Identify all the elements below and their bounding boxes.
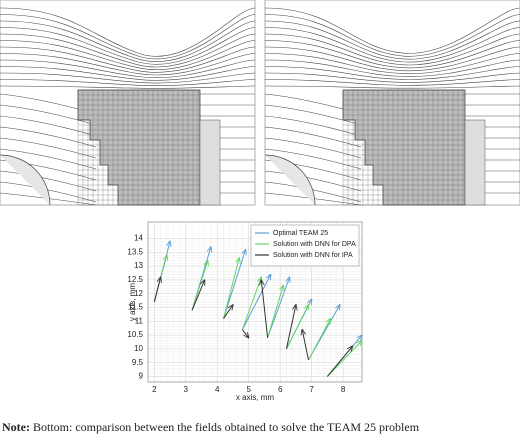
field-line [264, 66, 520, 80]
arrow [241, 274, 270, 330]
arrow [326, 346, 352, 377]
x-tick-label: 6 [278, 385, 283, 394]
field-line [0, 27, 256, 65]
y-tick-label: 12 [134, 289, 143, 298]
field-line [0, 53, 256, 76]
field-line [264, 59, 520, 77]
pole-side [464, 119, 486, 206]
arrow [241, 277, 261, 330]
note: Note: Bottom: comparison between the fie… [2, 420, 420, 434]
x-tick-label: 3 [184, 385, 189, 394]
y-tick-label: 11 [135, 316, 144, 325]
arrow [267, 285, 284, 339]
arrow [153, 277, 160, 303]
x-tick-label: 4 [215, 385, 220, 394]
y-tick-label: 11.5 [128, 303, 144, 312]
x-tick-label: 8 [341, 385, 346, 394]
field-line [0, 46, 256, 73]
field-line [264, 27, 520, 63]
x-tick-label: 5 [246, 385, 251, 394]
plot-frame [147, 221, 363, 383]
field-line [0, 104, 97, 126]
arrow [285, 305, 295, 350]
arrow [242, 329, 248, 338]
field-line [264, 79, 520, 86]
field-line [0, 170, 97, 192]
legend-label: Solution with DNN for IPA [273, 252, 353, 259]
field-line [264, 148, 362, 170]
pole-side [199, 119, 221, 206]
field-line [0, 14, 256, 60]
note-label: Note: [2, 420, 30, 434]
pole-arc [0, 154, 51, 206]
field-line [0, 115, 97, 137]
field-line [264, 104, 362, 126]
y-tick-label: 13 [134, 261, 143, 270]
y-tick-label: 14 [134, 234, 143, 243]
arrow [191, 261, 208, 311]
pole-arc [264, 154, 316, 206]
field-line [0, 40, 256, 70]
field-line [264, 170, 362, 192]
y-tick-label: 10 [134, 344, 143, 353]
arrow [302, 330, 309, 361]
field-line [0, 7, 256, 57]
field-line [264, 33, 520, 66]
y-tick-label: 10.5 [127, 330, 143, 339]
field-line [0, 85, 256, 89]
field-line [264, 72, 520, 83]
legend-box [250, 224, 360, 267]
field-line [264, 85, 520, 89]
arrow [286, 305, 308, 350]
field-line [0, 148, 97, 170]
arrow [267, 277, 290, 339]
field-line [0, 126, 97, 148]
field-line [0, 66, 256, 81]
arrow [223, 250, 246, 319]
field-line [264, 46, 520, 71]
arrow [223, 258, 240, 319]
arrow [223, 305, 233, 319]
field-line [264, 126, 362, 148]
arrow [191, 280, 205, 311]
x-tick-label: 2 [152, 385, 157, 394]
x-tick-label: 7 [309, 385, 314, 394]
y-tick-label: 12.5 [127, 275, 143, 284]
y-tick-label: 9 [139, 372, 144, 381]
field-line [0, 72, 256, 84]
y-tick-label: 9.5 [132, 358, 144, 367]
y-axis-label: y axis, mm [128, 283, 137, 322]
legend-label: Solution with DNN for DPA [273, 241, 356, 248]
legend-label: Optimal TEAM 25 [273, 230, 328, 237]
field-line [0, 79, 256, 86]
field-line [264, 20, 520, 60]
field-line [264, 14, 520, 57]
field-line [264, 40, 520, 69]
field-line [0, 59, 256, 78]
field-line [0, 33, 256, 68]
note-text: Bottom: comparison between the fields ob… [30, 420, 420, 434]
arrow [261, 280, 269, 338]
field-line [264, 115, 362, 137]
y-tick-label: 13.5 [127, 247, 143, 256]
field-line [264, 7, 520, 54]
field-line [0, 20, 256, 62]
arrow [327, 341, 362, 377]
x-axis-label: x axis, mm [236, 393, 275, 402]
field-line [264, 53, 520, 74]
arrow [308, 319, 331, 361]
